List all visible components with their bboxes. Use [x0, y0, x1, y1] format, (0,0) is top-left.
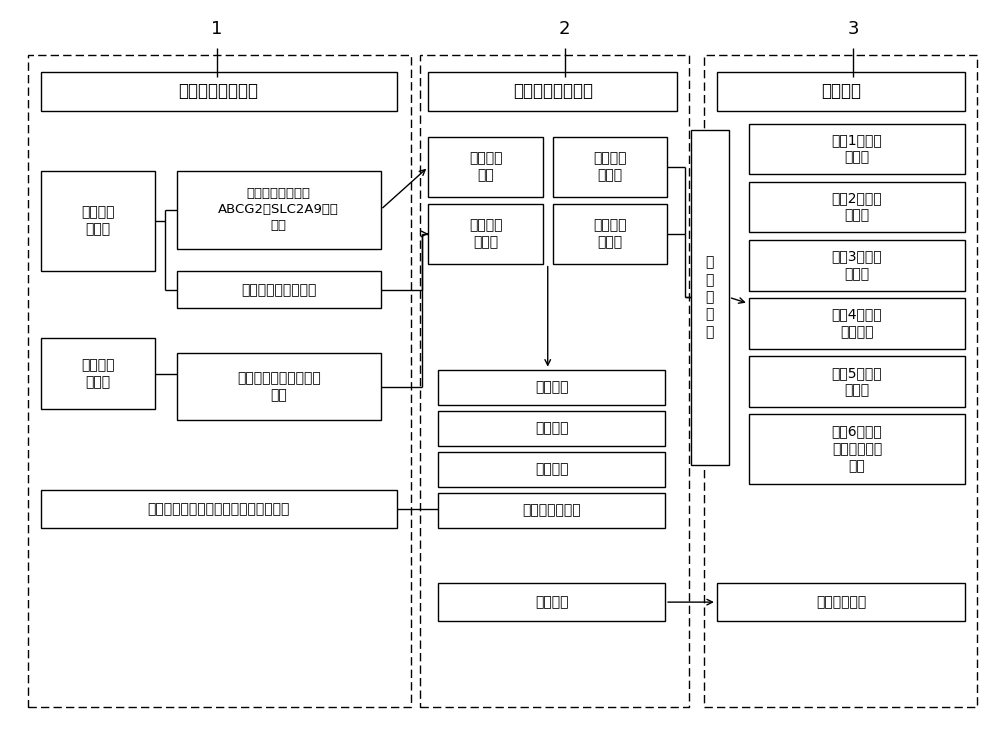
Text: 评估诊断分型分群: 评估诊断分型分群 [513, 83, 593, 101]
Bar [749, 356, 965, 407]
Text: 组合5减少尿
酸生成: 组合5减少尿 酸生成 [832, 366, 882, 397]
Text: 高危人群: 高危人群 [535, 463, 568, 476]
Bar [428, 137, 543, 197]
Text: 危险因素全面采集: 危险因素全面采集 [179, 83, 259, 101]
Text: 组合3降低尿
酸负荷: 组合3降低尿 酸负荷 [832, 249, 882, 281]
Text: 分层干预: 分层干预 [821, 83, 861, 101]
Text: 尿酸排泄关键路径
ABCG2、SLC2A9基因
检测: 尿酸排泄关键路径 ABCG2、SLC2A9基因 检测 [218, 187, 339, 232]
Text: 非
药
物
干
预: 非 药 物 干 预 [706, 255, 714, 339]
Bar [438, 583, 665, 622]
Text: 人群分类: 人群分类 [535, 381, 568, 394]
Bar [749, 240, 965, 291]
Bar [177, 271, 381, 309]
Text: 高尿酸血症人群: 高尿酸血症人群 [522, 503, 581, 517]
Text: 原发性危
险因素: 原发性危 险因素 [81, 205, 114, 237]
Bar [41, 338, 155, 409]
Bar [41, 72, 397, 111]
Bar [704, 55, 977, 707]
Bar [553, 137, 667, 197]
Bar [41, 490, 397, 528]
Bar [420, 55, 689, 707]
Bar [438, 369, 665, 406]
Text: 痛风人群: 痛风人群 [535, 595, 568, 609]
Bar [438, 411, 665, 446]
Bar [749, 124, 965, 174]
Text: 组合2调控基
因表达: 组合2调控基 因表达 [832, 192, 882, 223]
Text: 组合1生活方
式干预: 组合1生活方 式干预 [832, 133, 882, 164]
Bar [428, 72, 677, 111]
Bar [691, 129, 729, 465]
Bar [28, 55, 411, 707]
Text: 继发性危
险因素: 继发性危 险因素 [81, 358, 114, 389]
Text: 组合6碱化尿
液溶解尿酸盐
结晶: 组合6碱化尿 液溶解尿酸盐 结晶 [832, 424, 882, 473]
Text: 一般人群: 一般人群 [535, 421, 568, 436]
Text: 1: 1 [211, 20, 222, 38]
Bar [717, 583, 965, 622]
Bar [749, 415, 965, 484]
Text: 临床就医指引: 临床就医指引 [816, 595, 866, 609]
Text: 尿酸排泄
不良型: 尿酸排泄 不良型 [593, 219, 627, 249]
Text: 导致尿酸升高的疾病、
药物: 导致尿酸升高的疾病、 药物 [237, 371, 321, 403]
Bar [438, 493, 665, 528]
Bar [428, 204, 543, 264]
Text: 尿酸生成
过多型: 尿酸生成 过多型 [593, 151, 627, 182]
Bar [177, 170, 381, 249]
Bar [41, 170, 155, 271]
Text: 高尿酸血症及痛风个人病史及家族病史: 高尿酸血症及痛风个人病史及家族病史 [147, 502, 290, 516]
Text: 组合4抑制尿
酸重吸收: 组合4抑制尿 酸重吸收 [832, 308, 882, 339]
Text: 肾脏排泄
不良型: 肾脏排泄 不良型 [469, 219, 502, 249]
Bar [177, 353, 381, 421]
Text: 肾脏超负
荷型: 肾脏超负 荷型 [469, 151, 502, 182]
Text: 3: 3 [847, 20, 859, 38]
Bar [749, 298, 965, 348]
Bar [553, 204, 667, 264]
Bar [717, 72, 965, 111]
Text: 生活方式与环境因素: 生活方式与环境因素 [241, 283, 316, 297]
Text: 2: 2 [559, 20, 570, 38]
Bar [749, 182, 965, 232]
Bar [438, 451, 665, 487]
